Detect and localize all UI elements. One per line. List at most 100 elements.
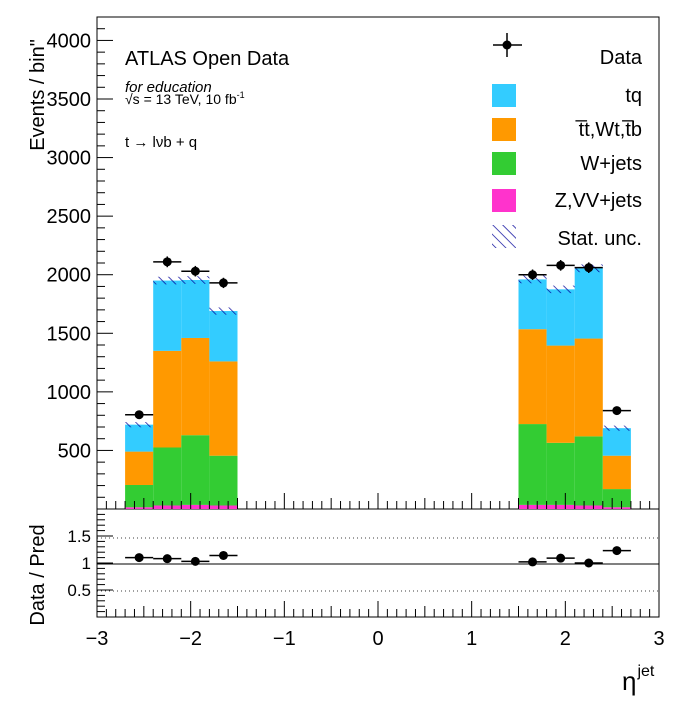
bar-wjets [125,484,154,508]
bar-zvv [153,505,182,509]
atlas-title: ATLAS Open Data [125,48,290,70]
bar-ttbar [602,455,631,490]
data-point [218,278,228,288]
ratio-tick-label: 1 [82,554,91,573]
energy-lumi-sup: -1 [237,90,245,100]
ratio-point [556,553,566,563]
x-axis-title: ηjet [622,663,655,696]
bar-ttbar [209,361,238,456]
legend-swatch-ttbar [492,118,516,141]
legend-swatch-unc [492,225,516,248]
y-tick-label: 1000 [47,382,92,404]
energy-lumi-label: √s = 13 TeV, 10 fb-1 [125,90,245,107]
ratio-points [125,546,631,568]
stat-unc-band [125,422,154,428]
bar-zvv [209,505,238,509]
bar-zvv [574,505,603,509]
bar-tq [518,279,547,330]
y-tick-label: 3500 [47,89,92,111]
bar-tq [574,268,603,339]
y-axis-title-main: Events / bin" [27,39,49,151]
bar-wjets [153,447,182,506]
y-tick-label: 4000 [47,30,92,52]
bar-wjets [602,489,631,508]
legend-label-tq: tq [625,85,642,107]
education-label: for education [125,79,212,96]
ratio-tick-label: 1.5 [67,527,91,546]
y-tick-label: 3000 [47,148,92,170]
stat-unc-band [153,276,182,285]
ratio-point [162,554,172,564]
y-tick-label: 2000 [47,265,92,287]
bar-wjets [574,436,603,506]
channel-label: t → lνb + q [125,134,197,151]
legend-data-marker [493,33,522,57]
x-tick-label: −1 [273,628,296,650]
stat-unc-band [209,307,238,315]
x-tick-label: 0 [372,628,383,650]
data-point [556,260,566,270]
data-point [162,257,172,267]
y-tick-label: 1500 [47,323,92,345]
bar-tq [209,311,238,362]
x-tick-label: 3 [653,628,664,650]
legend-swatch-zvv [492,189,516,212]
bar-ttbar [518,329,547,425]
bar-zvv [602,507,631,509]
bar-wjets [546,442,575,505]
bar-ttbar [153,350,182,448]
bar-wjets [518,424,547,505]
x-tick-label: 2 [560,628,571,650]
data-point [134,410,144,420]
ratio-point [218,550,228,560]
bar-wjets [209,455,238,506]
stat-unc-band [181,276,210,284]
ratio-point [134,553,144,563]
legend-label-data: Data [600,47,643,69]
legend-swatch-tq [492,84,516,107]
bar-tq [125,424,154,452]
stacked-bars [125,268,631,509]
ratio-point [528,557,538,567]
bar-tq [546,289,575,346]
x-axis-title-sup: jet [636,663,654,680]
data-point [528,270,538,280]
legend-label-wjets: W+jets [580,153,642,175]
ratio-point [584,558,594,568]
ratio-point [612,546,622,556]
bar-ttbar [546,345,575,443]
x-tick-label: 1 [466,628,477,650]
stat-unc-band [546,285,575,294]
y-tick-label: 2500 [47,206,92,228]
stat-unc-band [602,425,631,431]
bar-zvv [181,504,210,509]
ratio-point [190,556,200,566]
bar-tq [153,280,182,351]
legend-label-ttbar: t̅t,Wt,t̅b [575,119,642,141]
data-point [612,406,622,416]
bar-zvv [546,504,575,509]
bar-zvv [518,504,547,509]
bar-tq [181,279,210,338]
energy-lumi-text: √s = 13 TeV, 10 fb [125,91,237,107]
data-point [584,263,594,273]
data-point [190,266,200,276]
x-tick-label: −3 [86,628,109,650]
bar-tq [602,428,631,456]
legend-label-unc: Stat. unc. [558,228,643,250]
bar-zvv [125,507,154,509]
data-points [125,256,631,420]
bar-wjets [181,435,210,505]
legend-swatch-wjets [492,152,516,175]
y-tick-label: 500 [58,440,91,462]
ratio-tick-label: 0.5 [67,581,91,600]
x-tick-label: −2 [179,628,202,650]
bar-ttbar [181,337,210,436]
legend: Data tq t̅t,Wt,t̅b W+jets Z,VV+jets Stat… [492,33,643,250]
legend-label-zvv: Z,VV+jets [555,190,642,212]
x-axis-title-main: η [622,666,636,696]
y-axis-title-ratio: Data / Pred [27,524,49,625]
bar-ttbar [574,338,603,437]
